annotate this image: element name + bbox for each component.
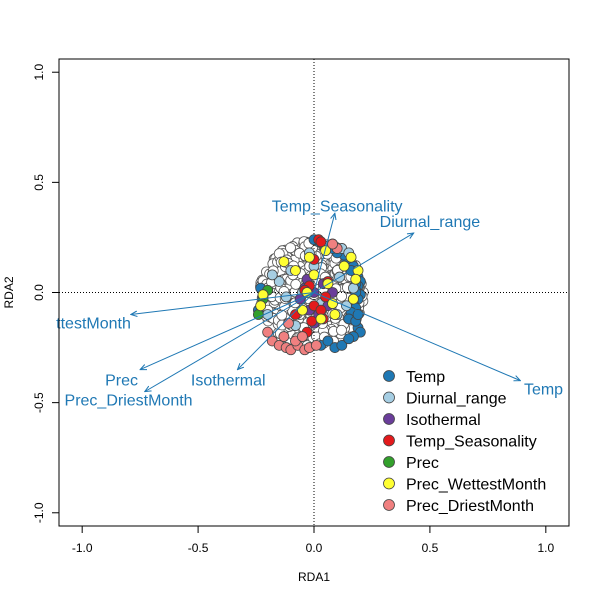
vector-label: Prec_DriestMonth (65, 392, 193, 409)
y-tick-label: 0.0 (32, 284, 46, 301)
point-temp-seasonality (320, 291, 331, 303)
legend-label: Prec_DriestMonth (406, 498, 534, 515)
point-prec-wettestmonth (297, 304, 308, 316)
vector-label: Temp (524, 381, 563, 398)
vector-prec (140, 292, 315, 370)
y-tick-label: -1.0 (32, 502, 46, 523)
point-temp-seasonality (315, 236, 327, 248)
point-prec-wettestmonth (257, 289, 269, 301)
point-prec-wettestmonth (352, 265, 364, 276)
x-axis-ticks: -1.0 -0.5 0.0 0.5 1.0 (72, 526, 554, 555)
sample-point (290, 278, 302, 290)
point-prec-driestmonth (278, 331, 290, 342)
sample-point (285, 242, 296, 254)
point-prec-wettestmonth (320, 245, 331, 257)
point-prec-wettestmonth (348, 293, 359, 305)
legend-swatch (383, 499, 395, 511)
point-temp (343, 333, 355, 345)
point-prec (252, 309, 264, 320)
legend-label: Temp_Seasonality (406, 434, 537, 451)
point-prec-wettestmonth (329, 309, 341, 320)
legend-swatch (383, 434, 395, 447)
y-axis-title: RDA2 (2, 276, 16, 308)
y-tick-label: -0.5 (32, 392, 46, 413)
x-tick-label: -0.5 (188, 541, 209, 555)
point-diurnal-range (348, 282, 359, 294)
legend-swatch (383, 413, 395, 425)
point-diurnal-range (266, 269, 278, 281)
vector-diurnal-range (313, 233, 414, 293)
point-temp (322, 335, 334, 347)
legend-label: Isothermal (406, 412, 481, 429)
point-temp (336, 339, 348, 351)
vector-label: Temp_Seasonality (272, 199, 403, 216)
point-prec-wettestmonth (255, 300, 267, 312)
legend-swatch (383, 477, 395, 490)
biplot-vectors (131, 213, 520, 391)
point-prec-driestmonth (310, 339, 322, 351)
point-temp-seasonality (306, 315, 318, 327)
biplot-labels: Temp Diurnal_range Isothermal Temp_Seasonal… (56, 199, 563, 410)
point-prec-wettestmonth (345, 251, 357, 263)
x-tick-label: -1.0 (72, 541, 93, 555)
point-prec-wettestmonth (350, 273, 362, 285)
y-axis-ticks: -1.0 -0.5 0.0 0.5 1.0 (32, 64, 59, 523)
y-tick-label: 0.5 (32, 174, 46, 191)
point-prec-wettestmonth (315, 313, 327, 325)
vector-isothermal (238, 292, 315, 370)
point-prec-wettestmonth (278, 256, 290, 268)
x-tick-label: 1.0 (537, 541, 554, 555)
vector-label: Diurnal_range (380, 214, 481, 231)
x-tick-label: 0.5 (422, 541, 439, 555)
point-prec-wettestmonth (338, 260, 350, 272)
point-prec-wettestmonth (303, 251, 315, 263)
x-tick-label: 0.0 (306, 541, 323, 555)
vector-prec-driestmonth (145, 292, 315, 392)
legend-label: Diurnal_range (406, 391, 507, 408)
point-prec-driestmonth (262, 326, 274, 338)
legend-label: Prec_WettestMonth (406, 477, 546, 494)
vector-label: Prec (105, 373, 138, 390)
legend: Temp Diurnal_range Isothermal Temp_Seasonal… (383, 369, 546, 515)
y-tick-label: 1.0 (32, 64, 46, 81)
point-prec-wettestmonth (290, 265, 301, 276)
point-diurnal-range (280, 291, 292, 303)
vector-temp (313, 292, 520, 381)
vector-label: ttestMonth (56, 315, 131, 332)
sample-point (336, 290, 348, 302)
legend-label: Temp (406, 369, 445, 386)
vector-label: Isothermal (191, 373, 266, 390)
point-prec-driestmonth (283, 317, 294, 329)
legend-swatch (383, 370, 395, 382)
x-axis-title: RDA1 (298, 570, 330, 584)
vector-prec-wettestmonth (131, 292, 315, 315)
point-prec-driestmonth (327, 238, 338, 250)
point-prec-driestmonth (297, 331, 308, 342)
vector-temp-seasonality (313, 213, 335, 293)
legend-swatch (383, 391, 395, 404)
legend-label: Prec (406, 455, 439, 472)
point-diurnal-range (273, 276, 285, 287)
point-diurnal-range (341, 300, 352, 312)
sample-point (336, 324, 347, 336)
legend-swatch (383, 456, 395, 468)
